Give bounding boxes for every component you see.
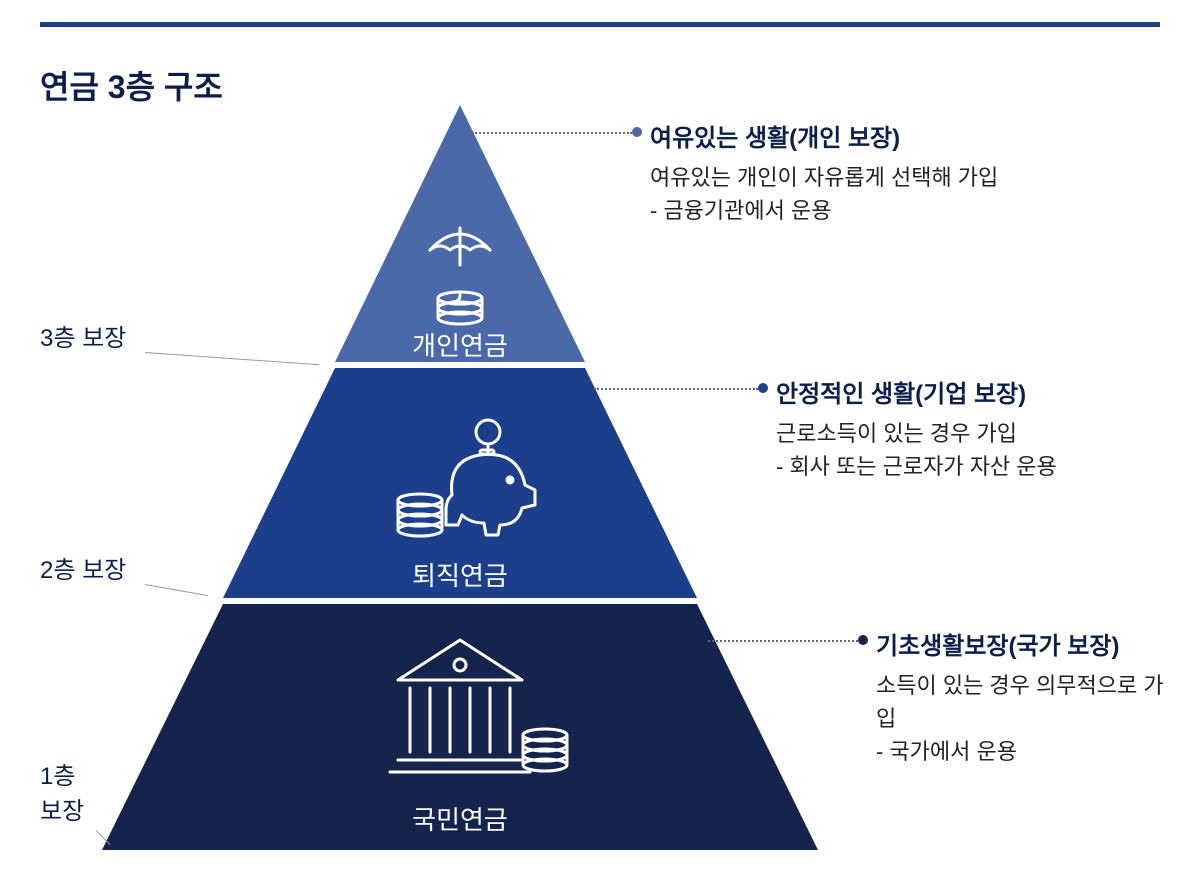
layer-label-1: 1층 보장: [40, 756, 84, 826]
bullet-mid: [758, 383, 768, 393]
desc-tier-2: 안정적인 생활(기업 보장) 근로소득이 있는 경우 가입 - 회사 또는 근로…: [776, 374, 1126, 483]
desc-tier-3: 여유있는 생활(개인 보장) 여유있는 개인이 자유롭게 선택해 가입 - 금융…: [650, 118, 1000, 227]
dotted-leader-mid: [594, 388, 758, 390]
desc-heading: 안정적인 생활(기업 보장): [776, 374, 1126, 409]
desc-line-1: 소득이 있는 경우 의무적으로 가입: [876, 673, 1164, 731]
desc-body: 여유있는 개인이 자유롭게 선택해 가입 - 금융기관에서 운용: [650, 161, 1000, 227]
bullet-bot: [858, 635, 868, 645]
layer-label-3: 3층 보장: [40, 318, 126, 353]
desc-line-1: 근로소득이 있는 경우 가입: [776, 421, 1017, 446]
tier-bottom-name: 국민연금: [360, 800, 560, 837]
desc-heading: 여유있는 생활(개인 보장): [650, 118, 1000, 153]
desc-body: 근로소득이 있는 경우 가입 - 회사 또는 근로자가 자산 운용: [776, 417, 1126, 483]
tier-middle-name: 퇴직연금: [360, 556, 560, 593]
layer-label-2: 2층 보장: [40, 550, 126, 585]
desc-line-1: 여유있는 개인이 자유롭게 선택해 가입: [650, 165, 998, 190]
desc-line-2: - 국가에서 운용: [876, 739, 1017, 764]
desc-line-2: - 금융기관에서 운용: [650, 198, 831, 223]
desc-body: 소득이 있는 경우 의무적으로 가입 - 국가에서 운용: [876, 669, 1176, 768]
desc-tier-1: 기초생활보장(국가 보장) 소득이 있는 경우 의무적으로 가입 - 국가에서 …: [876, 626, 1176, 768]
desc-heading: 기초생활보장(국가 보장): [876, 626, 1176, 661]
dotted-leader-bot: [708, 640, 858, 642]
dotted-leader-top: [472, 132, 632, 134]
tier-top-name: 개인연금: [360, 326, 560, 363]
bullet-top: [632, 127, 642, 137]
desc-line-2: - 회사 또는 근로자가 자산 운용: [776, 454, 1057, 479]
